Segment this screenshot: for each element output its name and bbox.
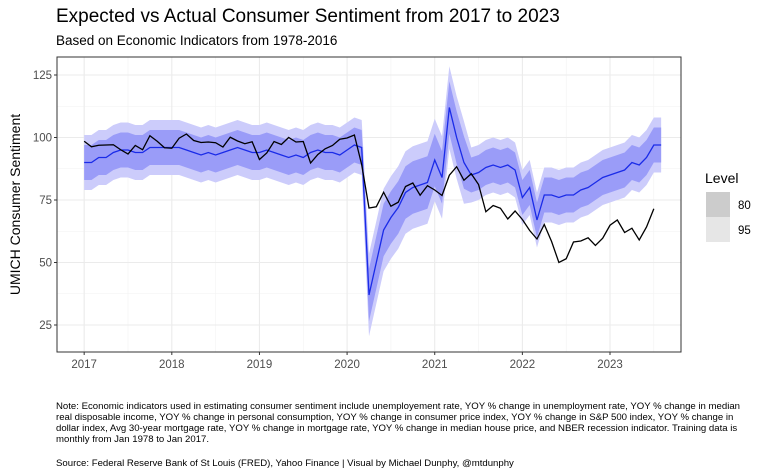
- x-tick-label: 2021: [422, 359, 448, 371]
- y-tick-label: 25: [39, 320, 52, 332]
- chart-title: Expected vs Actual Consumer Sentiment fr…: [56, 6, 560, 27]
- x-tick-label: 2017: [71, 359, 97, 371]
- x-tick-label: 2018: [159, 359, 185, 371]
- x-tick-label: 2023: [597, 359, 623, 371]
- legend-label: 95: [738, 225, 751, 237]
- y-tick-label: 75: [39, 195, 52, 207]
- source-note: Source: Federal Reserve Bank of St Louis…: [56, 458, 514, 469]
- chart-subtitle: Based on Economic Indicators from 1978-2…: [56, 33, 338, 48]
- x-tick-label: 2019: [247, 359, 273, 371]
- y-axis-label: UMICH Consumer Sentiment: [7, 114, 23, 295]
- plot-border: [56, 56, 682, 353]
- chart: 25 50 75 100 125 2017 2018 2019 2020 2021 2022 2023…: [7, 56, 751, 371]
- y-tick-label: 50: [39, 258, 52, 270]
- actual-line: [83, 133, 655, 264]
- legend-title: Level: [705, 170, 738, 186]
- footnote: Note: Economic indicators used in estima…: [56, 401, 741, 445]
- prediction-band-80: [84, 81, 662, 322]
- expected-line: [84, 107, 662, 296]
- legend-swatch-95: [706, 217, 730, 242]
- legend-label: 80: [738, 200, 751, 212]
- legend-swatch-80: [706, 192, 730, 217]
- y-tick-label: 100: [33, 133, 52, 145]
- x-tick-label: 2020: [334, 359, 360, 371]
- y-tick-label: 125: [33, 70, 52, 82]
- x-tick-label: 2022: [510, 359, 536, 371]
